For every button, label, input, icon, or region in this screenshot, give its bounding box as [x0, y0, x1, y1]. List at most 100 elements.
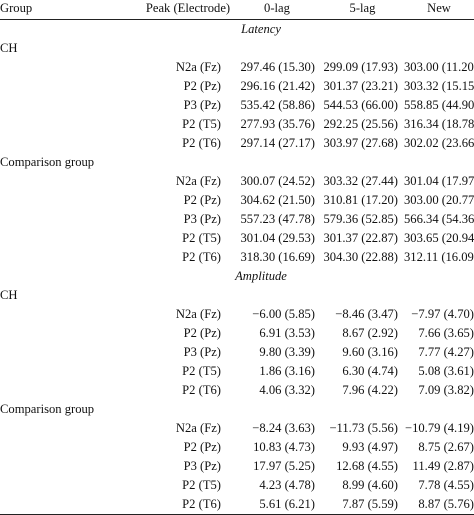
group-row: Comparison group — [0, 400, 474, 419]
value-new-cell: 302.02 (23.66) — [404, 136, 474, 150]
value-0-lag-cell: 304.62 (21.50) — [240, 193, 315, 207]
value-0-lag-cell: 297.14 (27.17) — [240, 136, 315, 150]
table-row: P2 (Pz) 10.83 (4.73) 9.93 (4.97) 8.75 (2.67… — [0, 438, 474, 457]
peak-electrode-cell: P3 (Pz) — [183, 345, 221, 359]
table-row: N2a (Fz) −6.00 (5.85) −8.46 (3.47) −7.97 (4… — [0, 305, 474, 324]
value-0-lag-cell: 277.93 (35.76) — [240, 117, 315, 131]
value-0-lag-cell: 9.80 (3.39) — [259, 345, 315, 359]
value-new-cell: 7.09 (3.82) — [418, 383, 474, 397]
group-cell — [0, 305, 111, 324]
table-body: Latency CH N2a (Fz) 297.46 (15.30) 299.09 (1… — [0, 20, 474, 515]
value-5-lag-cell: 7.96 (4.22) — [342, 383, 398, 397]
value-new-cell: 303.65 (20.94) — [404, 231, 474, 245]
peak-electrode-cell: N2a (Fz) — [175, 421, 221, 435]
value-5-lag-cell: 310.81 (17.20) — [323, 193, 398, 207]
table-row: P2 (T6) 318.30 (16.69) 304.30 (22.88) 312.1… — [0, 248, 474, 267]
value-0-lag-cell: 6.91 (3.53) — [259, 326, 315, 340]
value-new-cell: 303.00 (20.77) — [404, 193, 474, 207]
value-new-cell: −10.79 (4.19) — [404, 421, 474, 435]
group-cell — [0, 419, 111, 438]
group-cell — [0, 381, 111, 400]
table-row: P2 (T5) 4.23 (4.78) 8.99 (4.60) 7.78 (4.55) — [0, 476, 474, 495]
value-0-lag-cell: 297.46 (15.30) — [240, 60, 315, 74]
peak-electrode-cell: P3 (Pz) — [183, 98, 221, 112]
peak-electrode-cell: P3 (Pz) — [183, 212, 221, 226]
group-label: Comparison group — [0, 402, 95, 416]
value-0-lag-cell: 10.83 (4.73) — [253, 440, 315, 454]
value-0-lag-cell: 4.06 (3.32) — [259, 383, 315, 397]
table-row: P3 (Pz) 9.80 (3.39) 9.60 (3.16) 7.77 (4.27) — [0, 343, 474, 362]
group-row: Comparison group — [0, 153, 474, 172]
section-title: Latency — [241, 22, 281, 36]
value-5-lag-cell: 303.32 (27.44) — [323, 174, 398, 188]
header-0-lag: 0-lag — [233, 0, 321, 20]
value-0-lag-cell: 301.04 (29.53) — [240, 231, 315, 245]
header-peak-electrode: Peak (Electrode) — [111, 0, 233, 20]
value-5-lag-cell: 8.99 (4.60) — [342, 478, 398, 492]
value-0-lag-cell: 5.61 (6.21) — [233, 495, 321, 515]
peak-electrode-cell: P2 (T5) — [182, 231, 221, 245]
peak-electrode-cell: P2 (T5) — [182, 478, 221, 492]
value-5-lag-cell: 304.30 (22.88) — [323, 250, 398, 264]
header-new: New — [404, 0, 474, 20]
section-title: Amplitude — [235, 269, 287, 283]
value-new-cell: 8.87 (5.76) — [404, 495, 474, 515]
value-0-lag-cell: 300.07 (24.52) — [240, 174, 315, 188]
value-new-cell: 303.32 (15.15) — [404, 79, 474, 93]
group-cell — [0, 58, 111, 77]
section-row: Latency — [0, 20, 474, 40]
value-0-lag-cell: −8.24 (3.63) — [252, 421, 315, 435]
group-cell — [0, 476, 111, 495]
value-new-cell: 11.49 (2.87) — [412, 459, 474, 473]
peak-electrode-cell: P2 (T5) — [182, 364, 221, 378]
table-row: P2 (T5) 277.93 (35.76) 292.25 (25.56) 316.3… — [0, 115, 474, 134]
table-row: P2 (T6) 5.61 (6.21) 7.87 (5.59) 8.87 (5.76) — [0, 495, 474, 515]
table-row: P3 (Pz) 557.23 (47.78) 579.36 (52.85) 566.3… — [0, 210, 474, 229]
value-5-lag-cell: 303.97 (27.68) — [323, 136, 398, 150]
table-header: Group Peak (Electrode) 0-lag 5-lag New — [0, 0, 474, 20]
peak-electrode-cell: P2 (T6) — [182, 383, 221, 397]
value-0-lag-cell: 296.16 (21.42) — [240, 79, 315, 93]
group-label: Comparison group — [0, 155, 95, 169]
group-cell — [0, 495, 111, 515]
value-new-cell: −7.97 (4.70) — [411, 307, 474, 321]
peak-electrode-cell: P2 (T6) — [182, 250, 221, 264]
group-cell — [0, 96, 111, 115]
table-row: P3 (Pz) 535.42 (58.86) 544.53 (66.00) 558.8… — [0, 96, 474, 115]
value-new-cell: 301.04 (17.97) — [404, 174, 474, 188]
value-0-lag-cell: 4.23 (4.78) — [259, 478, 315, 492]
peak-electrode-cell: N2a (Fz) — [175, 174, 221, 188]
group-cell — [0, 438, 111, 457]
group-cell — [0, 362, 111, 381]
value-0-lag-cell: 17.97 (5.25) — [253, 459, 315, 473]
group-cell — [0, 457, 111, 476]
header-row: Group Peak (Electrode) 0-lag 5-lag New — [0, 0, 474, 20]
value-new-cell: 558.85 (44.90) — [404, 98, 474, 112]
value-0-lag-cell: 1.86 (3.16) — [259, 364, 315, 378]
value-new-cell: 8.75 (2.67) — [418, 440, 474, 454]
group-label: CH — [0, 288, 18, 302]
value-new-cell: 312.11 (16.09) — [404, 250, 474, 264]
value-5-lag-cell: 7.87 (5.59) — [321, 495, 404, 515]
value-new-cell: 566.34 (54.36) — [404, 212, 474, 226]
group-cell — [0, 248, 111, 267]
peak-electrode-cell: P2 (Pz) — [183, 326, 221, 340]
table-row: P2 (Pz) 6.91 (3.53) 8.67 (2.92) 7.66 (3.65) — [0, 324, 474, 343]
group-cell — [0, 343, 111, 362]
section-row: Amplitude — [0, 267, 474, 286]
value-0-lag-cell: 557.23 (47.78) — [240, 212, 315, 226]
value-new-cell: 7.77 (4.27) — [418, 345, 474, 359]
value-5-lag-cell: 299.09 (17.93) — [323, 60, 398, 74]
header-group: Group — [0, 0, 111, 20]
peak-electrode-cell: N2a (Fz) — [175, 307, 221, 321]
table-row: N2a (Fz) 297.46 (15.30) 299.09 (17.93) 303.… — [0, 58, 474, 77]
group-row: CH — [0, 39, 474, 58]
value-5-lag-cell: 9.93 (4.97) — [342, 440, 398, 454]
group-cell — [0, 172, 111, 191]
table-row: P2 (T6) 4.06 (3.32) 7.96 (4.22) 7.09 (3.82) — [0, 381, 474, 400]
peak-electrode-cell: P2 (Pz) — [183, 193, 221, 207]
value-5-lag-cell: 544.53 (66.00) — [323, 98, 398, 112]
peak-electrode-cell: P2 (Pz) — [183, 79, 221, 93]
group-row: CH — [0, 286, 474, 305]
